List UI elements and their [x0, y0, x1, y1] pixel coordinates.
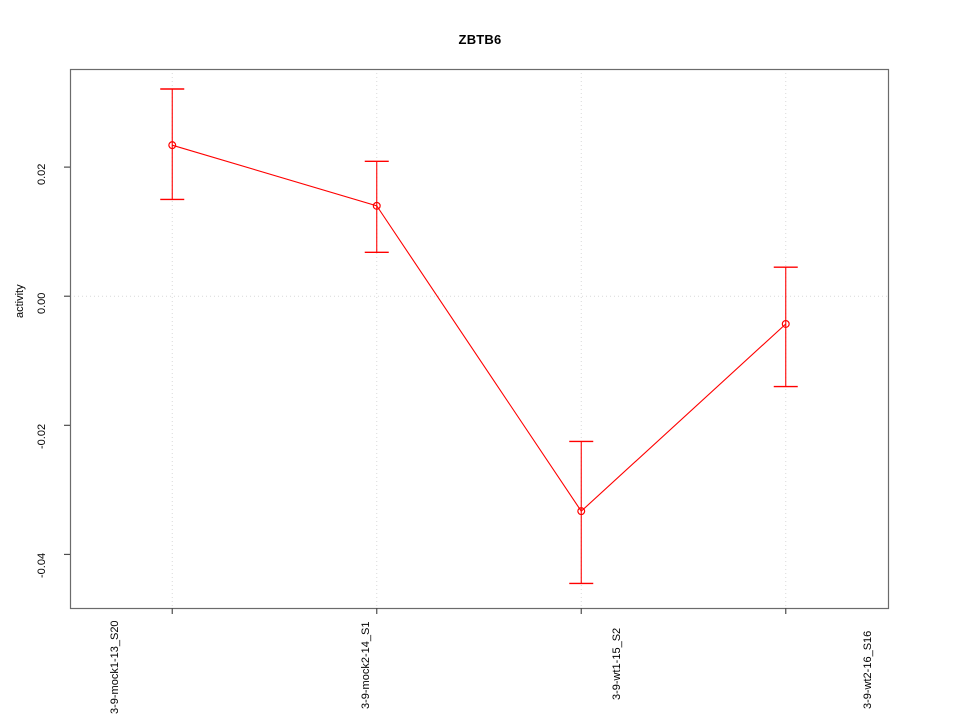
- y-tick-label-0: 0.02: [36, 163, 48, 185]
- gridlines: [70, 69, 888, 608]
- data-point-2: [569, 440, 594, 585]
- y-tick-label-1: 0.00: [36, 292, 48, 314]
- axes: [69, 68, 890, 610]
- y-tick-label-2: -0.02: [36, 423, 48, 449]
- data-point-1: [364, 160, 389, 254]
- x-tick-label-1: 3-9-mock2-14_S1: [360, 621, 372, 709]
- axis-ticks: [64, 166, 787, 614]
- y-tick-label-3: -0.04: [36, 552, 48, 578]
- x-tick-label-3: 3-9-wt2-16_S16: [862, 630, 874, 709]
- series-line: [172, 144, 787, 513]
- chart-title: ZBTB6: [458, 32, 502, 47]
- data-point-0: [160, 88, 185, 201]
- data-point-3: [773, 266, 798, 388]
- x-tick-label-2: 3-9-wt1-15_S2: [611, 627, 623, 700]
- y-axis-label: activity: [14, 284, 26, 318]
- data-series: [160, 88, 798, 585]
- x-tick-label-0: 3-9-mock1-13_S20: [109, 620, 121, 714]
